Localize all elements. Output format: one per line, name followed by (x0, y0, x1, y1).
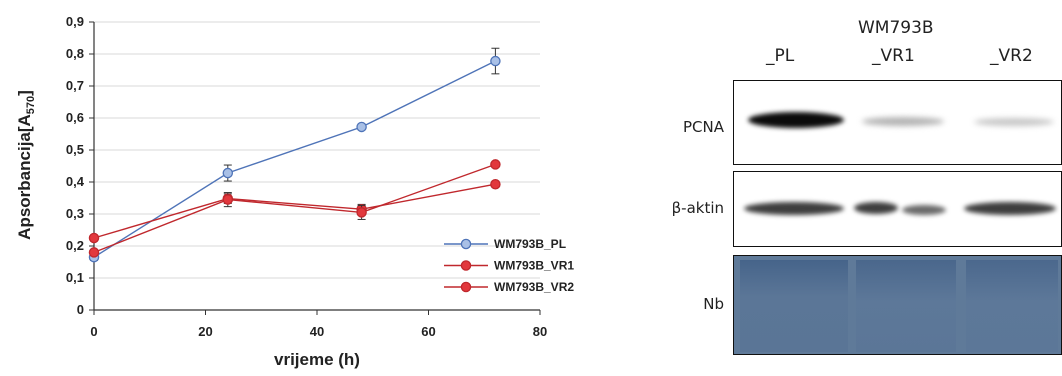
line-chart: 0 0,1 0,2 0,3 0,4 0,5 0,6 0,7 0,8 0,9 0 20 40 60 80 WM… (15, 14, 574, 369)
data-point (356, 121, 367, 133)
data-point (88, 232, 100, 244)
blot-title: WM793B (858, 18, 934, 38)
x-tick-label: 0 (90, 324, 97, 339)
y-axis-label: Apsorbancija[A570] (15, 90, 37, 240)
band-pcna-vr2 (974, 118, 1054, 126)
legend-marker (460, 260, 472, 271)
y-tick-label: 0,9 (66, 14, 84, 29)
y-axis-label-end: ] (15, 90, 34, 96)
series-line-3 (93, 163, 496, 254)
y-axis-label-main: Apsorbancija[A (15, 114, 34, 240)
lane-label-vr1: _VR1 (872, 46, 915, 66)
legend-label: WM793B_VR1 (494, 259, 574, 273)
y-tick-label: 0,5 (66, 142, 84, 157)
y-tick-label: 0,2 (66, 238, 84, 253)
stain-lane-vr2 (966, 260, 1058, 352)
chart-grid (94, 21, 540, 279)
series-line-2 (93, 183, 496, 239)
x-tick-label: 80 (533, 324, 547, 339)
data-point (356, 207, 367, 218)
lane-label-vr2: _VR2 (990, 46, 1033, 66)
legend-label: WM793B_PL (494, 237, 566, 251)
blot-panel-b-aktin (733, 171, 1062, 247)
y-tick-label: 0 (77, 302, 84, 317)
y-tick-label: 0,8 (66, 46, 84, 61)
data-point (490, 178, 501, 190)
blot-panel-nb (733, 255, 1062, 355)
chart-legend: WM793B_PL WM793B_VR1 WM793B_VR2 (444, 237, 574, 294)
y-tick-label: 0,4 (66, 174, 85, 189)
x-axis-label: vrijeme (h) (274, 350, 360, 369)
y-tick-label: 0,7 (66, 78, 84, 93)
y-axis-label-sub: 570 (25, 96, 37, 114)
stain-lane-pl (740, 260, 848, 352)
x-tick-label: 60 (421, 324, 435, 339)
series-line-1 (93, 60, 496, 258)
row-label-b-aktin: β-aktin (671, 199, 724, 217)
blot-panel-pcna (733, 80, 1062, 165)
data-point (88, 247, 100, 258)
data-point (490, 159, 501, 170)
data-point (490, 55, 501, 67)
y-tick-label: 0,6 (66, 110, 84, 125)
x-tick-label: 20 (198, 324, 212, 339)
row-label-pcna: PCNA (682, 118, 724, 136)
y-tick-label: 0,1 (66, 270, 84, 285)
chart-series (88, 47, 501, 263)
band-b-aktin-vr2 (964, 202, 1056, 215)
stain-lane-vr1 (856, 260, 956, 352)
lane-label-pl: _PL (766, 46, 795, 66)
legend-label: WM793B_VR2 (494, 280, 574, 294)
band-b-aktin-pl (744, 202, 844, 215)
data-point (222, 194, 234, 205)
y-tick-label: 0,3 (66, 206, 84, 221)
x-tick-label: 40 (310, 324, 324, 339)
data-point (222, 167, 234, 179)
band-b-aktin-vr1a (854, 202, 898, 214)
row-label-nb: Nb (703, 295, 724, 313)
band-pcna-pl (748, 112, 844, 128)
chart-axes: 0 0,1 0,2 0,3 0,4 0,5 0,6 0,7 0,8 0,9 0 20 40 60 80 (66, 14, 547, 339)
legend-marker (460, 238, 472, 250)
legend-marker (460, 281, 472, 293)
band-b-aktin-vr1b (902, 205, 946, 215)
band-pcna-vr1 (862, 117, 944, 126)
